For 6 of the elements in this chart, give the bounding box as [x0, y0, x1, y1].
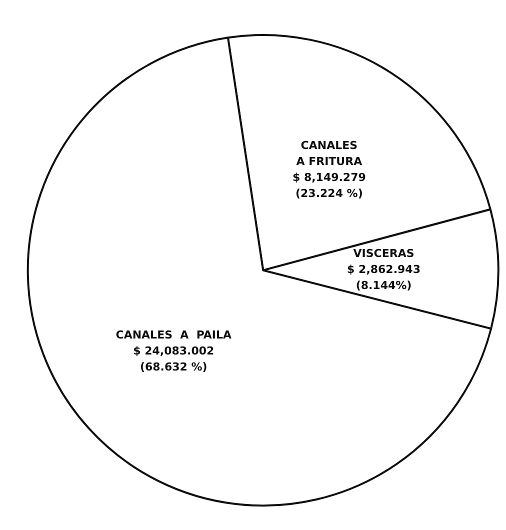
slice-label: VISCERAS	[353, 247, 414, 260]
slice-label: CANALES A FRITURA	[296, 138, 363, 168]
slice-label: CANALES A PAILA	[116, 328, 232, 342]
data-label: $ 24,083.002 (68.632 %)	[133, 344, 214, 374]
data-label: $ 8,149.279 (23.224 %)	[292, 170, 366, 200]
data-label: $ 2,862.943 (8.144%)	[347, 263, 420, 292]
